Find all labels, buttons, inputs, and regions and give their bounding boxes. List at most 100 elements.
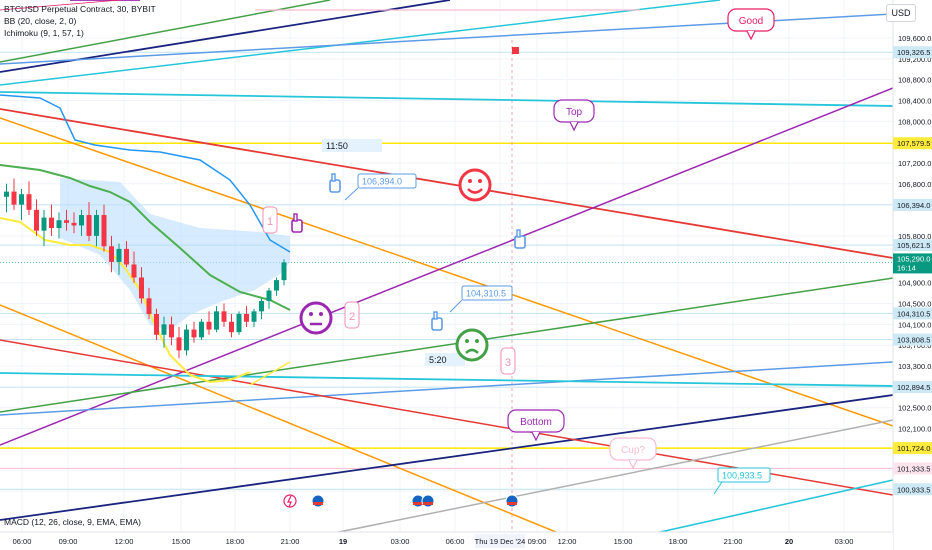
trendlines xyxy=(0,0,894,550)
legend-bb[interactable]: BB (20, close, 2, 0) xyxy=(4,16,77,26)
time-tick-label: 12:00 xyxy=(115,537,134,546)
candle-body xyxy=(56,220,62,229)
candle-body xyxy=(139,277,144,299)
time-tick-label: Thu 19 Dec '24 xyxy=(475,537,526,546)
candle-body xyxy=(191,329,197,338)
hand-palm xyxy=(514,235,526,249)
us-flag-icon xyxy=(413,502,423,505)
price-tick-label: 102,100.0 xyxy=(898,425,931,434)
price-tick-label: 106,800.0 xyxy=(898,180,931,189)
candle xyxy=(229,313,234,338)
price-tag xyxy=(893,137,932,150)
confused-face-icon xyxy=(455,328,489,362)
wave-label-box xyxy=(262,206,278,234)
wave-label-text: 2 xyxy=(349,311,355,323)
candle xyxy=(236,311,242,335)
candle xyxy=(259,298,264,320)
price-note: 100,933.5 xyxy=(717,467,771,483)
candle-body xyxy=(101,215,107,247)
us-flag-icon xyxy=(423,502,433,505)
currency-button[interactable]: USD xyxy=(886,4,916,22)
callout-text: Top xyxy=(566,107,583,118)
candle xyxy=(19,189,24,221)
candle-body xyxy=(229,321,234,333)
candle-body xyxy=(236,313,242,333)
crosshair-time-box xyxy=(475,534,525,548)
face-mouth xyxy=(467,188,483,194)
price-note: 106,394.0 xyxy=(357,173,417,189)
candle-body xyxy=(79,215,84,226)
price-tag-label: 100,933.5 xyxy=(897,485,930,494)
candle-body xyxy=(41,217,47,231)
price-tag xyxy=(893,333,932,346)
bb-lower xyxy=(0,217,251,384)
time-tick-label: 03:00 xyxy=(835,537,854,546)
candle xyxy=(79,209,84,236)
candle xyxy=(146,287,152,320)
us-flag-icon xyxy=(311,494,325,508)
flag-marker xyxy=(512,47,519,54)
candle-body xyxy=(176,337,182,351)
price-tick-label: 109,600.0 xyxy=(898,34,931,43)
face-eye xyxy=(465,339,469,343)
hand-pointer-icon xyxy=(291,213,303,233)
price-tag xyxy=(893,381,932,394)
price-tag xyxy=(893,46,932,59)
lightning-icon xyxy=(283,494,297,508)
candle xyxy=(116,243,122,275)
callout: Cup? xyxy=(609,437,657,470)
price-tick-label: 105,800.0 xyxy=(898,232,931,241)
trendline xyxy=(0,117,894,427)
candle xyxy=(206,311,212,335)
time-axis[interactable]: 06:00 09:00 12:00 15:00 18:00 21:00 19 03:00 06:… xyxy=(0,531,893,550)
candle-body xyxy=(244,313,249,322)
candle-body xyxy=(11,191,17,205)
trendline xyxy=(249,419,894,550)
callout-text: Good xyxy=(739,16,763,27)
candle-body xyxy=(94,215,99,236)
candle-body xyxy=(86,215,92,236)
legend-symbol[interactable]: BTCUSD Perpetual Contract, 30, BYBIT xyxy=(4,4,156,14)
candle xyxy=(34,199,39,236)
candle xyxy=(251,308,257,327)
hand-palm xyxy=(291,219,303,233)
legend-ichimoku[interactable]: Ichimoku (9, 1, 57, 1) xyxy=(4,28,84,38)
candle-body xyxy=(34,209,39,231)
trendline xyxy=(0,304,601,550)
trendline xyxy=(249,361,291,386)
candle xyxy=(244,306,249,327)
price-tick-label: 103,700.0 xyxy=(898,341,931,350)
price-tag xyxy=(893,483,932,496)
candle-body xyxy=(221,311,227,322)
time-tick-label: 18:00 xyxy=(226,537,245,546)
annotations: Good Top Bottom Cup? 106,394.0 104,310.5 100,9… xyxy=(262,8,775,508)
candle-body xyxy=(214,311,219,330)
time-tick-label: 15:00 xyxy=(172,537,191,546)
candle xyxy=(139,267,144,304)
price-tag xyxy=(893,307,932,320)
candle xyxy=(101,204,107,252)
time-tick-label: 06:00 xyxy=(13,537,32,546)
callout: Good xyxy=(727,8,775,41)
chart-legend: BTCUSD Perpetual Contract, 30, BYBIT BB … xyxy=(4,3,156,39)
candle xyxy=(71,212,77,234)
time-note-box xyxy=(322,139,382,152)
price-tag xyxy=(893,462,932,475)
candle xyxy=(191,321,197,343)
time-tick-label: 19 xyxy=(339,537,347,546)
price-tick-label: 108,000.0 xyxy=(898,117,931,126)
note-pointer xyxy=(449,299,463,313)
chart-grid xyxy=(0,0,893,532)
price-axis[interactable]: 109,600.0 109,200.0 108,800.0 108,400.0 108,… xyxy=(892,0,932,550)
time-axis-bg xyxy=(0,532,893,550)
price-tag-label: 106,394.0 xyxy=(897,201,930,210)
trendline xyxy=(0,277,894,413)
macd-legend[interactable]: MACD (12, 26, close, 9, EMA, EMA) xyxy=(4,517,141,527)
hand-pointer-icon xyxy=(431,311,443,331)
candle xyxy=(56,212,62,239)
time-note-box xyxy=(425,353,465,366)
trendline xyxy=(0,91,894,107)
callout: Bottom xyxy=(507,409,565,442)
price-axis-bg xyxy=(893,0,932,550)
